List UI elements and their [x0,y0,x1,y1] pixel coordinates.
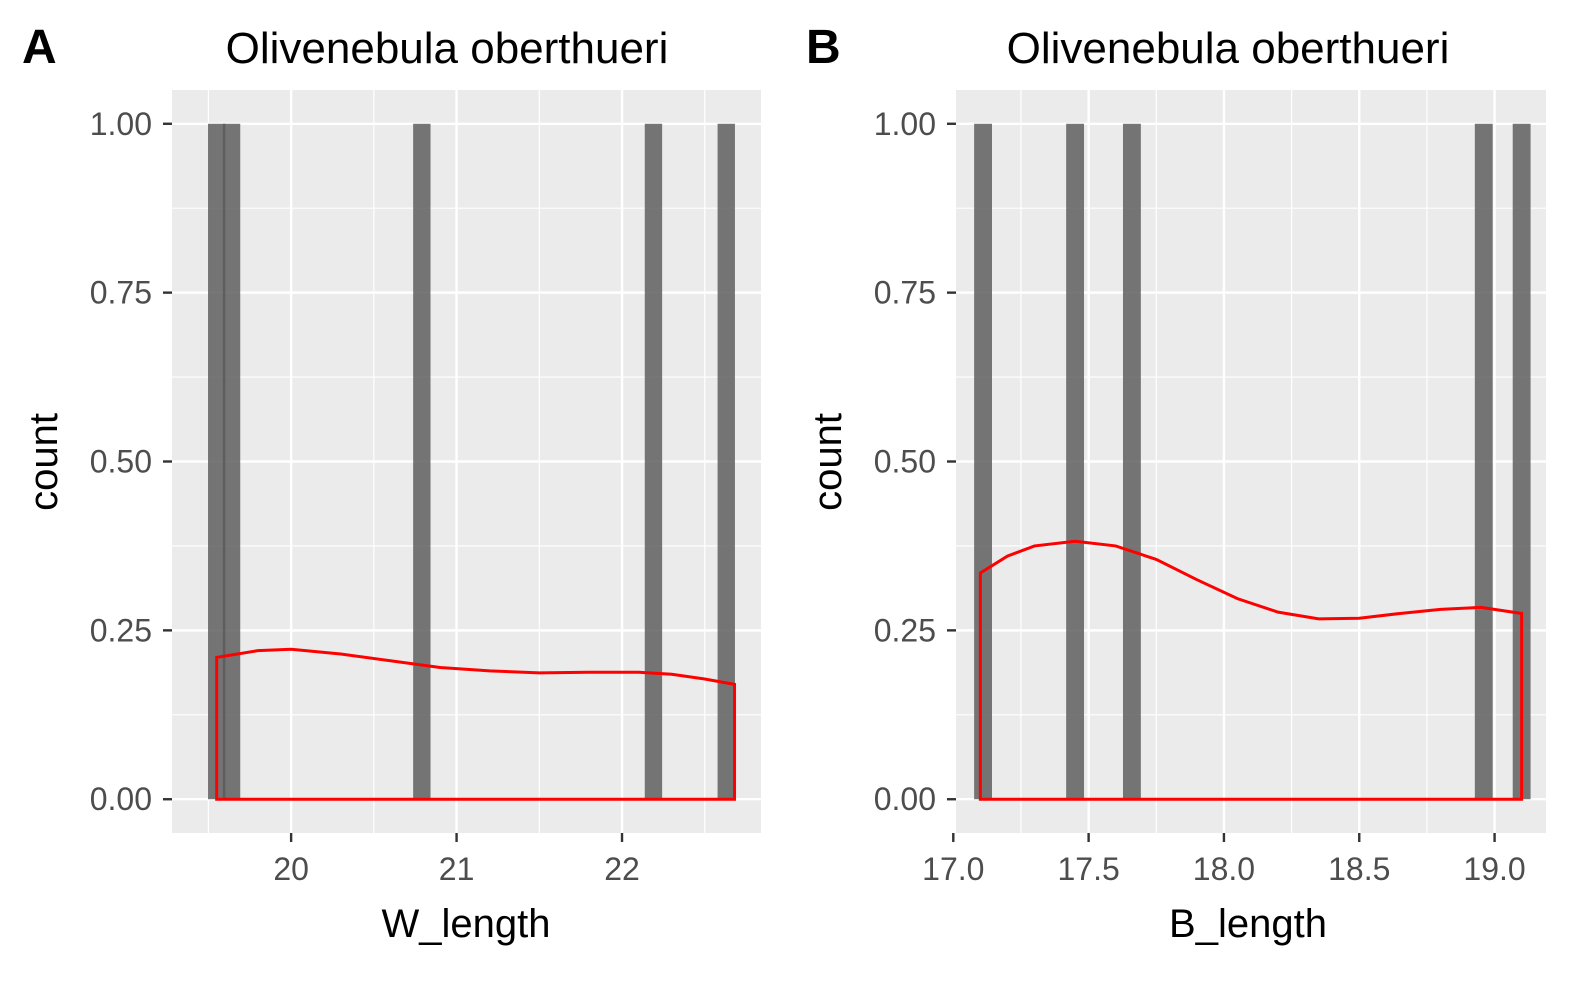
x-tick-label-b: 17.5 [1057,851,1119,887]
panel-tag-a: A [22,21,57,74]
x-tick-label-a: 21 [439,851,475,887]
chart-title-a: Olivenebula oberthueri [226,24,669,73]
y-tick-label-b: 1.00 [874,106,936,142]
y-axis-label-b: count [806,413,850,511]
histogram-bar-a [644,123,663,800]
histogram-bar-b [1122,123,1141,800]
x-tick-label-b: 17.0 [922,851,984,887]
y-tick-label-b: 0.50 [874,444,936,480]
x-axis-label-b: B_length [1169,902,1327,946]
histogram-bar-b [1474,123,1493,800]
y-tick-label-a: 1.00 [90,106,152,142]
histogram-bar-b [1512,123,1531,800]
x-tick-label-b: 18.0 [1193,851,1255,887]
histogram-bar-a [717,123,735,800]
x-tick-label-a: 20 [273,851,309,887]
density-curve-a [215,647,737,801]
y-tick-label-a: 0.25 [90,612,152,648]
y-tick-label-a: 0.75 [90,275,152,311]
y-tick-label-b: 0.00 [874,781,936,817]
panel-a: 0.00 0.25 0.50 0.75 1.00 20 21 22 A Olivenebula… [22,21,761,946]
histogram-bar-a [413,123,431,800]
x-tick-label-a: 22 [604,851,640,887]
plot-area-a: 0.00 0.25 0.50 0.75 1.00 20 21 22 [90,90,761,887]
histogram-bar-b [974,123,992,800]
y-axis-label-a: count [22,413,66,511]
y-tick-label-a: 0.50 [90,444,152,480]
plot-area-b: 0.00 0.25 0.50 0.75 1.00 17.0 17.5 18.0 18.5 19.0 [874,90,1546,887]
x-axis-label-a: W_length [382,902,551,946]
panel-tag-b: B [806,21,841,74]
x-tick-label-b: 18.5 [1328,851,1390,887]
density-curve-b [978,539,1524,801]
x-tick-label-b: 19.0 [1463,851,1525,887]
histogram-bar-b [1066,123,1085,800]
y-tick-label-b: 0.25 [874,612,936,648]
histogram-bar-a [222,123,241,800]
y-tick-label-a: 0.00 [90,781,152,817]
chart-title-b: Olivenebula oberthueri [1007,24,1450,73]
histogram-bar-a [207,123,226,800]
panel-b: 0.00 0.25 0.50 0.75 1.00 17.0 17.5 18.0 18.5 19.0… [806,21,1546,946]
y-tick-label-b: 0.75 [874,275,936,311]
